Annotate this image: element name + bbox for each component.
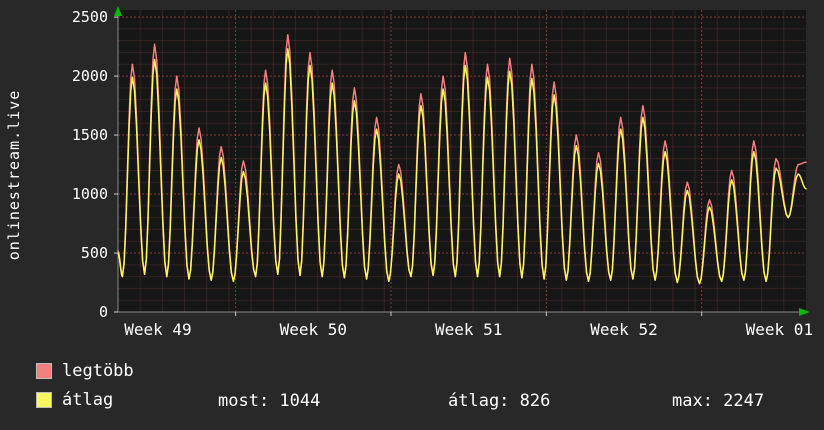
legend-swatch-icon xyxy=(36,363,52,379)
stat-most: most: 1044 xyxy=(218,391,321,411)
x-tick-label: Week 49 xyxy=(124,320,192,339)
y-tick-label: 2500 xyxy=(71,8,108,27)
stat-max: max: 2247 xyxy=(672,391,765,411)
legend-swatch-icon xyxy=(36,392,52,408)
y-tick-label: 500 xyxy=(80,244,108,263)
y-tick-label: 2000 xyxy=(71,67,108,86)
legend-item: legtöbb xyxy=(36,361,134,381)
y-tick-label: 0 xyxy=(98,303,108,321)
axis-arrow-icon xyxy=(799,308,810,316)
legend-item: átlag xyxy=(36,390,113,410)
x-tick-label: Week 01 xyxy=(745,320,814,339)
stat-átlag: átlag: 826 xyxy=(448,391,551,411)
legend-label: átlag xyxy=(62,390,114,410)
series-line-átlag xyxy=(117,48,807,285)
y-axis-title: onlinestream.live xyxy=(5,89,23,261)
y-tick-label: 1000 xyxy=(71,185,108,204)
x-tick-label: Week 52 xyxy=(590,320,658,339)
x-tick-label: Week 51 xyxy=(434,320,503,339)
chart-svg xyxy=(114,6,810,316)
plot-area xyxy=(114,6,810,316)
y-tick-label: 1500 xyxy=(71,126,108,145)
axis-arrow-icon xyxy=(114,6,122,16)
x-tick-label: Week 50 xyxy=(279,320,348,339)
legend-label: legtöbb xyxy=(62,361,134,381)
